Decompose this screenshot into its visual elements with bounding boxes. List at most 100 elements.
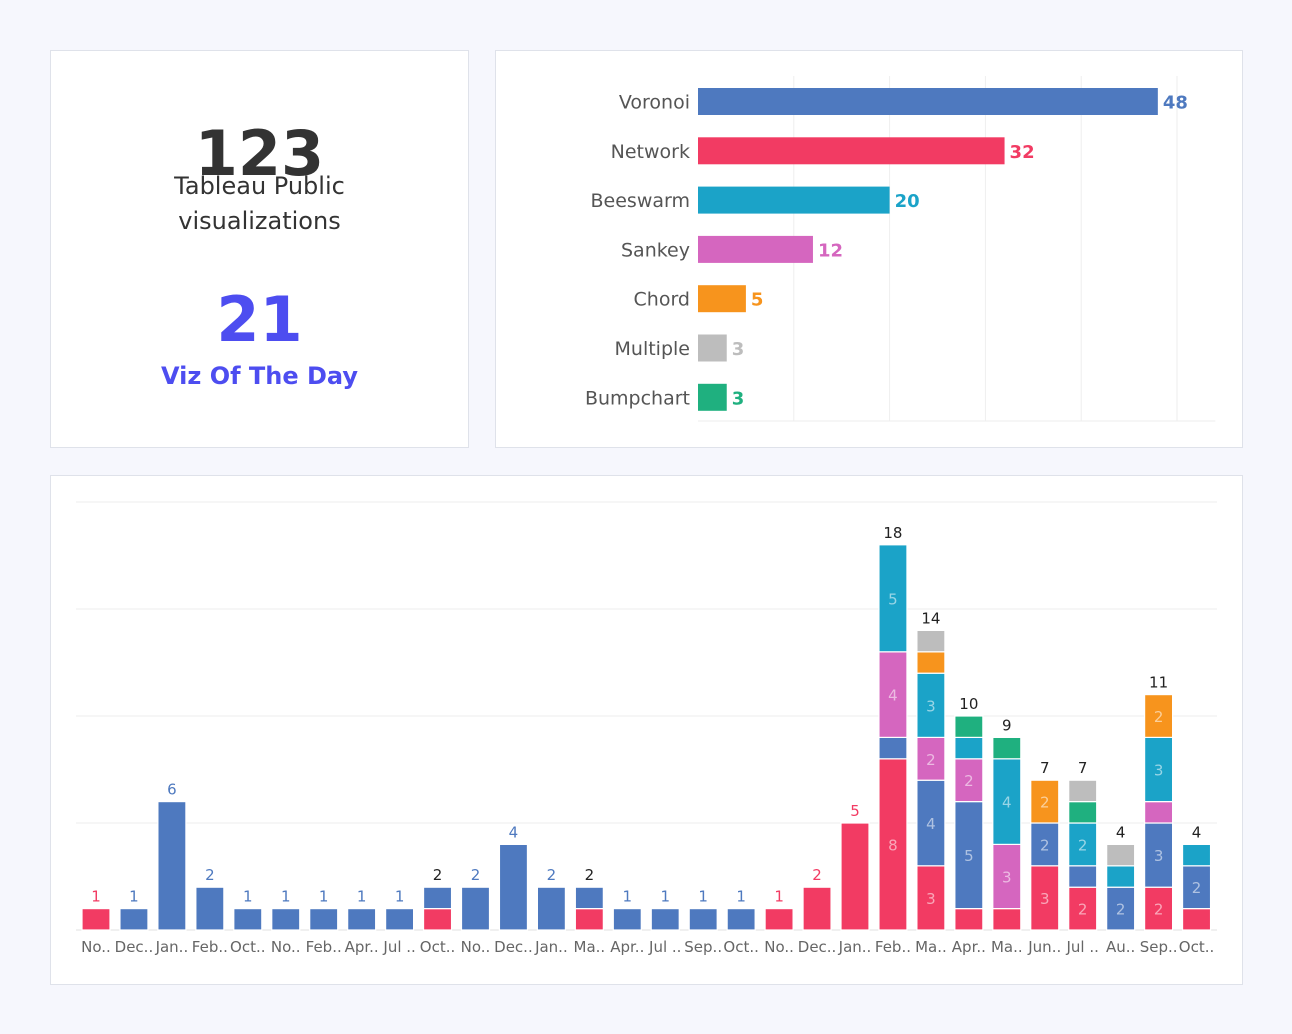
bar-segment-beeswarm xyxy=(1106,865,1136,888)
bar-segment-sankey xyxy=(916,736,946,781)
bar-segment-network xyxy=(954,908,984,931)
segment-value-label: 2 xyxy=(1154,901,1164,919)
bar-segment-network xyxy=(81,908,111,931)
bar-segment-beeswarm xyxy=(1143,736,1174,803)
category-label-multiple: Multiple xyxy=(615,338,690,360)
bar-segment-voronoi xyxy=(536,886,566,931)
bar-total-label: 5 xyxy=(850,802,860,820)
bar-total-label: 14 xyxy=(921,609,940,627)
bar-segment-sankey xyxy=(878,651,908,739)
bar-segment-voronoi xyxy=(1143,822,1174,888)
segment-value-label: 2 xyxy=(926,751,936,769)
segment-value-label: 2 xyxy=(1192,879,1202,897)
bar-total-label: 11 xyxy=(1149,674,1168,692)
bar-total-label: 2 xyxy=(205,866,215,884)
category-bar-network xyxy=(698,137,1005,165)
x-tick-label: Sep.. xyxy=(684,938,722,956)
x-tick-label: No.. xyxy=(764,938,794,956)
segment-value-label: 2 xyxy=(964,772,974,790)
x-tick-label: Feb.. xyxy=(192,938,228,956)
bar-segment-sankey xyxy=(954,758,984,803)
category-label-network: Network xyxy=(611,141,690,163)
bar-segment-voronoi xyxy=(498,843,529,931)
bar-segment-voronoi xyxy=(878,736,908,760)
bar-segment-network xyxy=(1181,908,1212,931)
bar-total-label: 4 xyxy=(1192,823,1202,841)
x-tick-label: Ma.. xyxy=(991,938,1023,956)
category-value-sankey: 12 xyxy=(818,240,843,261)
x-tick-label: Oct.. xyxy=(1179,938,1214,956)
category-bar-chart: Voronoi 48 Network 32 Beeswarm 20 Sankey 12 Chor… xyxy=(585,76,1216,422)
kpi-panel: 123 Tableau Public visualizations 21 Viz… xyxy=(50,50,469,448)
segment-value-label: 2 xyxy=(1078,901,1088,919)
bar-segment-beeswarm xyxy=(916,672,946,738)
votd-count: 21 xyxy=(216,283,303,356)
bar-total-label: 1 xyxy=(129,888,139,906)
bar-total-label: 1 xyxy=(357,888,367,906)
bar-segment-multiple xyxy=(1068,779,1098,803)
x-tick-label: No.. xyxy=(81,938,111,956)
bar-segment-voronoi xyxy=(309,908,339,931)
x-tick-label: Apr.. xyxy=(610,938,644,956)
bar-segment-voronoi xyxy=(574,886,604,910)
bar-total-label: 2 xyxy=(547,866,557,884)
x-tick-label: Oct.. xyxy=(230,938,265,956)
bar-segment-voronoi xyxy=(916,779,946,867)
segment-value-label: 4 xyxy=(926,815,936,833)
bar-segment-network xyxy=(422,908,453,931)
segment-value-label: 2 xyxy=(1040,794,1050,812)
bar-segment-network xyxy=(1143,886,1174,931)
x-tick-label: No.. xyxy=(271,938,301,956)
segment-value-label: 3 xyxy=(1154,847,1164,865)
bar-segment-voronoi xyxy=(954,801,984,910)
segment-value-label: 3 xyxy=(926,697,936,715)
bar-segment-sankey xyxy=(1143,801,1174,824)
category-value-voronoi: 48 xyxy=(1163,93,1188,114)
bar-total-label: 1 xyxy=(698,888,708,906)
bar-segment-beeswarm xyxy=(954,736,984,760)
bar-total-label: 4 xyxy=(1116,823,1126,841)
x-tick-label: Jun.. xyxy=(1027,938,1061,956)
bar-total-label: 7 xyxy=(1078,759,1088,777)
x-tick-label: Sep.. xyxy=(1140,938,1178,956)
bar-segment-voronoi xyxy=(688,908,718,931)
total-viz-label-line1: Tableau Public xyxy=(174,172,345,200)
bar-total-label: 2 xyxy=(471,866,481,884)
bar-segment-beeswarm xyxy=(1181,843,1212,867)
bar-segment-network xyxy=(878,758,908,931)
category-bar-sankey xyxy=(698,235,813,263)
bar-segment-network xyxy=(574,908,604,931)
category-label-beeswarm: Beeswarm xyxy=(591,190,690,212)
x-tick-label: Jul .. xyxy=(648,938,681,956)
segment-value-label: 3 xyxy=(926,890,936,908)
x-tick-label: Dec.. xyxy=(115,938,154,956)
bar-segment-voronoi xyxy=(1030,822,1060,867)
x-tick-label: Dec.. xyxy=(494,938,533,956)
x-tick-label: Au.. xyxy=(1106,938,1135,956)
bar-total-label: 10 xyxy=(959,695,978,713)
bar-segment-multiple xyxy=(1106,843,1136,867)
category-bar-chord xyxy=(698,285,746,313)
category-bar-multiple xyxy=(698,334,727,362)
bar-total-label: 18 xyxy=(883,524,902,542)
bar-segment-voronoi xyxy=(1068,865,1098,888)
bar-total-label: 2 xyxy=(812,866,822,884)
total-viz-count: 123 xyxy=(194,117,325,190)
bar-total-label: 1 xyxy=(660,888,670,906)
x-tick-label: Ma.. xyxy=(915,938,947,956)
segment-value-label: 4 xyxy=(888,687,898,705)
category-bar-beeswarm xyxy=(698,186,890,214)
bar-segment-bumpchart xyxy=(954,715,984,738)
bar-total-label: 4 xyxy=(509,823,519,841)
bar-total-label: 1 xyxy=(243,888,253,906)
segment-value-label: 2 xyxy=(1154,708,1164,726)
category-value-chord: 5 xyxy=(751,290,764,311)
bar-segment-voronoi xyxy=(385,908,415,931)
segment-value-label: 4 xyxy=(1002,794,1012,812)
bar-segment-voronoi xyxy=(726,908,756,931)
bar-segment-network xyxy=(764,908,794,931)
bar-total-label: 1 xyxy=(281,888,291,906)
bar-segment-voronoi xyxy=(233,908,263,931)
bar-segment-network xyxy=(1068,886,1098,931)
segment-value-label: 8 xyxy=(888,836,898,854)
